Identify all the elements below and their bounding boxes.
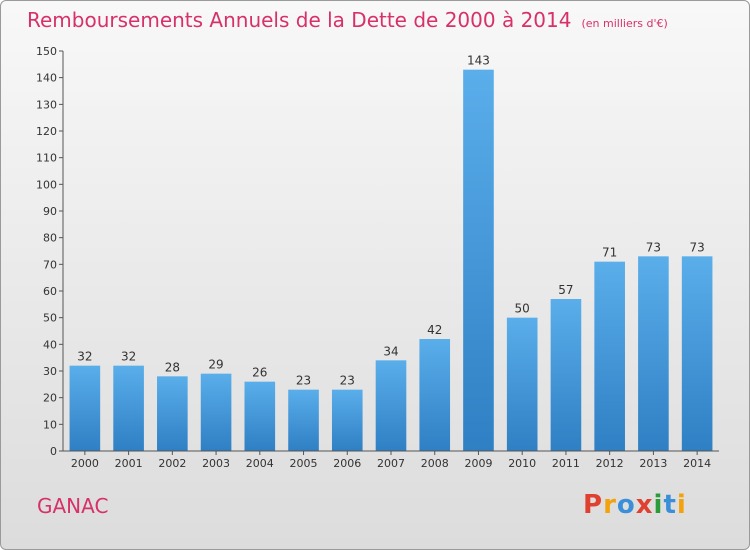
- bar-value-label: 28: [165, 360, 180, 374]
- title-row: Remboursements Annuels de la Dette de 20…: [27, 8, 668, 32]
- bar: [375, 360, 407, 451]
- bar: [157, 376, 188, 451]
- proxiti-logo: Proxiti: [583, 490, 687, 520]
- bar-value-label: 32: [77, 350, 92, 364]
- logo-letter: t: [663, 490, 677, 520]
- logo-letter: P: [583, 490, 604, 520]
- y-tick-label: 70: [43, 258, 57, 271]
- x-tick-label: 2004: [246, 457, 274, 470]
- bar: [681, 256, 713, 451]
- bar: [506, 317, 538, 451]
- bar-value-label: 42: [427, 323, 442, 337]
- bar: [200, 373, 232, 451]
- y-tick-label: 100: [36, 178, 57, 191]
- bar: [594, 261, 625, 451]
- bar: [550, 299, 582, 451]
- y-tick-label: 150: [36, 45, 57, 58]
- bar: [419, 339, 451, 451]
- y-tick-label: 40: [43, 338, 57, 351]
- logo-letter: i: [676, 490, 687, 520]
- commune-name: GANAC: [37, 494, 109, 518]
- x-tick-label: 2014: [683, 457, 711, 470]
- x-tick-label: 2003: [202, 457, 230, 470]
- y-tick-label: 130: [36, 98, 57, 111]
- y-tick-label: 110: [36, 152, 57, 165]
- bar-value-label: 71: [602, 246, 617, 260]
- y-tick-label: 50: [43, 312, 57, 325]
- y-axis: 0 10 20 30 40 50 60 70 80 90 100 110 120 130 140 150: [36, 45, 64, 458]
- bar: [463, 69, 494, 452]
- x-tick-label: 2007: [377, 457, 405, 470]
- x-tick-label: 2010: [508, 457, 536, 470]
- x-tick-label: 2013: [639, 457, 667, 470]
- bar-value-label: 73: [689, 240, 704, 254]
- bar: [69, 365, 101, 451]
- bar: [638, 256, 669, 451]
- bar: [244, 381, 276, 451]
- y-tick-label: 10: [43, 418, 57, 431]
- bar-value-label: 32: [121, 350, 136, 364]
- y-tick-label: 30: [43, 365, 57, 378]
- x-tick-label: 2002: [158, 457, 186, 470]
- x-tick-label: 2001: [115, 457, 143, 470]
- bar-value-label: 57: [558, 283, 573, 297]
- x-tick-label: 2012: [596, 457, 624, 470]
- x-axis: 2000 2001 2002 2003 2004 2005 2006 2007 2008 2009…: [63, 450, 719, 470]
- bar-value-label: 23: [296, 374, 311, 388]
- bar-value-label: 50: [515, 302, 530, 316]
- bar-value-label: 26: [252, 366, 267, 380]
- logo-letter: x: [635, 490, 654, 520]
- logo-letter: o: [616, 490, 636, 520]
- bar: [331, 389, 363, 451]
- bar: [288, 389, 319, 451]
- y-tick-label: 0: [50, 445, 57, 458]
- bar-value-label: 73: [646, 240, 661, 254]
- y-tick-label: 90: [43, 205, 57, 218]
- x-tick-label: 2000: [71, 457, 99, 470]
- x-tick-label: 2006: [333, 457, 361, 470]
- bars: 32 32 28 29 26 23 23 34 42 143 50 57 71 73 73: [69, 54, 713, 452]
- x-tick-label: 2011: [552, 457, 580, 470]
- logo-letter: r: [603, 490, 617, 520]
- y-tick-label: 60: [43, 285, 57, 298]
- bar-value-label: 23: [340, 374, 355, 388]
- logo-letter: i: [653, 490, 664, 520]
- y-tick-label: 140: [36, 72, 57, 85]
- y-tick-label: 120: [36, 125, 57, 138]
- chart-title: Remboursements Annuels de la Dette de 20…: [27, 8, 572, 32]
- y-tick-label: 80: [43, 232, 57, 245]
- x-tick-label: 2009: [464, 457, 492, 470]
- y-tick-label: 20: [43, 392, 57, 405]
- x-tick-label: 2005: [290, 457, 318, 470]
- chart-unit: (en milliers d'€): [581, 17, 668, 30]
- bar: [113, 365, 144, 451]
- x-tick-label: 2008: [421, 457, 449, 470]
- bar-value-label: 34: [383, 344, 398, 358]
- bar-value-label: 29: [208, 358, 223, 372]
- bar-value-label: 143: [467, 54, 490, 68]
